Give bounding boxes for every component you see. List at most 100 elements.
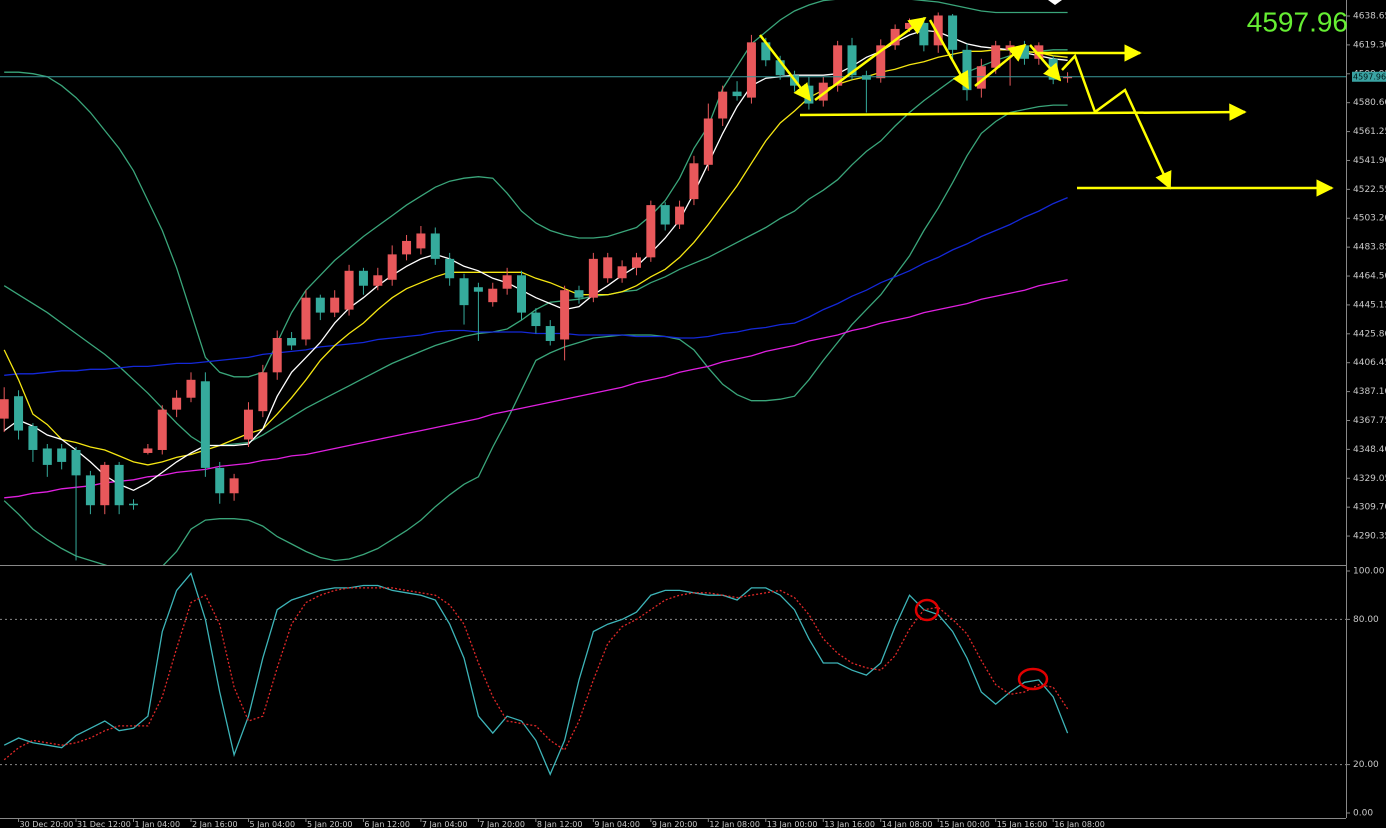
annotations xyxy=(759,16,1334,197)
candle-body xyxy=(818,82,828,101)
x-tick-label: 12 Jan 08:00 xyxy=(709,820,760,828)
x-tick-label: 2 Jan 16:00 xyxy=(192,820,238,828)
candle-body xyxy=(315,297,325,313)
candle-body xyxy=(689,163,699,200)
candle-body xyxy=(57,448,67,462)
candle-body xyxy=(660,205,670,225)
candle-body xyxy=(28,426,38,450)
candle-body xyxy=(646,205,656,258)
price-tag xyxy=(1352,71,1386,82)
price-pane xyxy=(0,0,1346,565)
candle-body xyxy=(373,275,383,286)
y-tick-label: 4561.25 xyxy=(1353,127,1386,137)
candle-body xyxy=(948,15,958,50)
y-tick-label: 4387.10 xyxy=(1353,387,1386,397)
y-tick-label: 4367.75 xyxy=(1353,416,1386,426)
candle-body xyxy=(962,49,972,91)
candle-body xyxy=(272,337,282,373)
y-tick-label: 4329.05 xyxy=(1353,474,1386,484)
candle-body xyxy=(1063,76,1073,79)
y-tick-label: 4483.85 xyxy=(1353,243,1386,253)
highlight-circle xyxy=(1017,667,1049,691)
y-tick-label: 4503.20 xyxy=(1353,214,1386,224)
candle-body xyxy=(186,379,196,398)
candle-body xyxy=(746,42,756,98)
y-tick-label: 20.00 xyxy=(1353,760,1379,770)
candle-body xyxy=(430,233,440,259)
x-tick-label: 14 Jan 08:00 xyxy=(882,820,933,828)
y-tick-label: 4619.30 xyxy=(1353,40,1386,50)
y-tick-label: 4541.90 xyxy=(1353,156,1386,166)
arrow xyxy=(759,34,812,102)
x-tick-label: 9 Jan 20:00 xyxy=(652,820,698,828)
y-tick-label: 100.00 xyxy=(1353,566,1385,576)
candle-body xyxy=(258,372,268,412)
candle-body xyxy=(833,45,843,86)
candle-body xyxy=(531,312,541,327)
candle-body xyxy=(991,45,1001,68)
candle-body xyxy=(473,287,483,292)
candle-body xyxy=(387,254,397,280)
candle-body xyxy=(330,297,340,313)
x-tick-label: 31 Dec 12:00 xyxy=(77,820,131,828)
x-tick-label: 8 Jan 12:00 xyxy=(537,820,583,828)
candle-body xyxy=(976,66,986,89)
candle-body xyxy=(517,275,527,313)
candle-body xyxy=(71,449,81,476)
candle-body xyxy=(243,409,253,440)
candle-body xyxy=(890,28,900,46)
y-tick-label: 4425.80 xyxy=(1353,329,1386,339)
candle-body xyxy=(459,278,469,306)
candle-body xyxy=(229,478,239,494)
candle-body xyxy=(775,60,785,76)
oscillator-pane xyxy=(0,572,1346,776)
candle-body xyxy=(129,503,139,506)
y-tick-label: 4348.40 xyxy=(1353,445,1386,455)
arrow xyxy=(1029,44,1062,82)
x-tick-label: 6 Jan 12:00 xyxy=(364,820,410,828)
x-tick-label: 30 Dec 20:00 xyxy=(20,820,74,828)
candle-body xyxy=(861,75,871,80)
candle-body xyxy=(560,290,570,340)
candle-body xyxy=(143,448,153,453)
candle-body xyxy=(588,258,598,298)
candle-body xyxy=(85,475,95,506)
x-tick-label: 15 Jan 00:00 xyxy=(939,820,990,828)
candle-body xyxy=(42,448,52,465)
candle-body xyxy=(114,464,124,506)
candle-body xyxy=(732,91,742,97)
x-tick-label: 5 Jan 20:00 xyxy=(307,820,353,828)
candle-body xyxy=(919,22,929,46)
candle-body xyxy=(358,270,368,286)
candle-body xyxy=(172,397,182,410)
candle-body xyxy=(574,290,584,298)
y-tick-label: 0.00 xyxy=(1353,808,1373,818)
candle-body xyxy=(545,326,555,341)
y-tick-label: 4580.60 xyxy=(1353,98,1386,108)
marker xyxy=(1048,0,1062,5)
axes: 4638.654619.304599.954580.604561.254541.… xyxy=(18,12,1386,828)
candle-body xyxy=(0,399,9,419)
y-tick-label: 4464.50 xyxy=(1353,272,1386,282)
candle-body xyxy=(200,381,210,468)
x-tick-label: 13 Jan 16:00 xyxy=(824,820,875,828)
candle-body xyxy=(416,233,426,249)
indicator-line xyxy=(4,279,1068,499)
candle-body xyxy=(847,45,857,76)
y-tick-label: 4290.35 xyxy=(1353,532,1386,542)
x-tick-label: 16 Jan 08:00 xyxy=(1054,820,1105,828)
price-tag-label: 4597.96 xyxy=(1353,72,1386,81)
y-tick-label: 80.00 xyxy=(1353,615,1379,625)
candle-body xyxy=(445,258,455,279)
y-tick-label: 4445.15 xyxy=(1353,300,1386,310)
candle-body xyxy=(703,118,713,165)
y-tick-label: 4406.45 xyxy=(1353,358,1386,368)
candle-body xyxy=(1005,45,1015,50)
indicator-line xyxy=(3,572,1069,776)
current-price: 4597.96 xyxy=(1247,6,1348,37)
indicator-line xyxy=(4,0,1068,378)
indicator-line xyxy=(3,104,1068,565)
